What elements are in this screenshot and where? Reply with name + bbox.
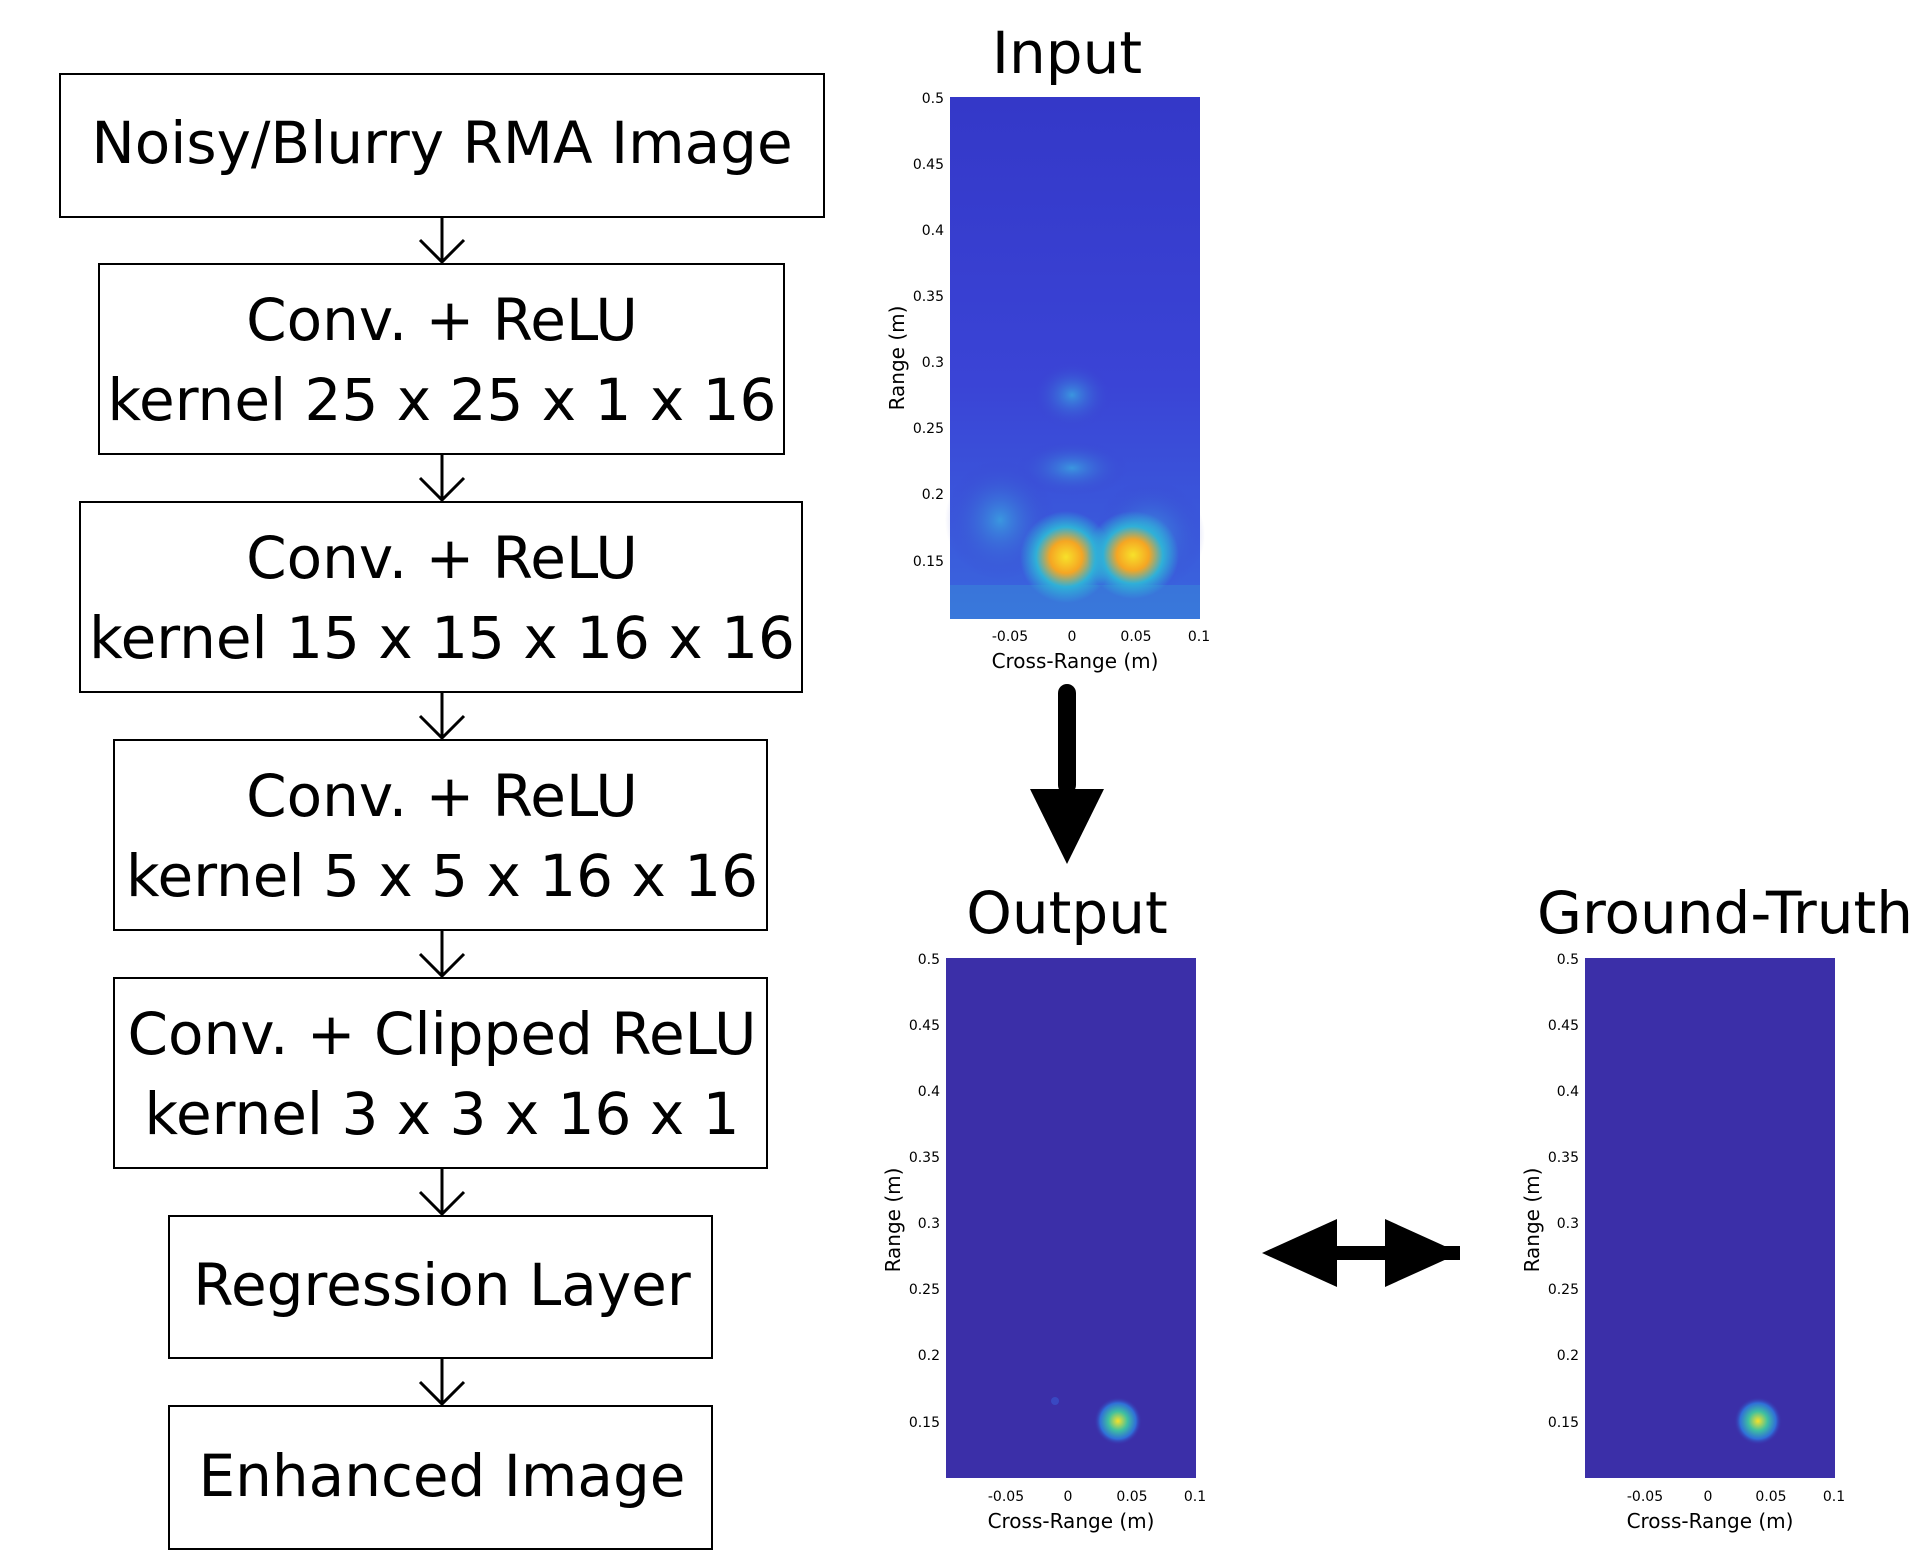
y-tick: 0.35 [913, 289, 944, 305]
plot-ground-truth: Ground-Truth 0.5 0.45 0.4 0.35 0.3 0.25 … [1520, 879, 1913, 1533]
heatmap-background [946, 958, 1196, 1478]
step-label: Enhanced Image [199, 1442, 686, 1510]
x-axis-label: Cross-Range (m) [988, 1509, 1155, 1533]
step-box-conv4: Conv. + Clipped ReLU kernel 3 x 3 x 16 x… [113, 977, 768, 1169]
y-tick: 0.2 [922, 487, 944, 503]
y-tick: 0.2 [1557, 1348, 1579, 1364]
y-tick: 0.5 [922, 91, 944, 107]
x-tick: 0.1 [1188, 629, 1210, 645]
y-tick: 0.15 [913, 554, 944, 570]
plot-title: Output [966, 879, 1167, 947]
arrow-down-icon [418, 1168, 466, 1217]
step-box-conv1: Conv. + ReLU kernel 25 x 25 x 1 x 16 [98, 263, 785, 455]
step-box-conv3: Conv. + ReLU kernel 5 x 5 x 16 x 16 [113, 739, 768, 931]
y-tick: 0.45 [1548, 1018, 1579, 1034]
y-tick: 0.3 [918, 1216, 940, 1232]
y-tick: 0.25 [909, 1282, 940, 1298]
y-tick: 0.45 [909, 1018, 940, 1034]
step-label: Conv. + ReLU [246, 524, 638, 592]
x-ticks: -0.05 0 0.05 0.1 [1627, 1489, 1845, 1505]
step-kernel: kernel 3 x 3 x 16 x 1 [144, 1080, 739, 1148]
x-tick: 0.05 [1755, 1489, 1786, 1505]
y-tick: 0.4 [922, 223, 944, 239]
y-axis-label: Range (m) [1520, 1168, 1544, 1273]
heatmap-speck [1051, 1397, 1059, 1405]
y-ticks: 0.5 0.45 0.4 0.35 0.3 0.25 0.2 0.15 [913, 91, 944, 570]
step-box-regression: Regression Layer [168, 1215, 713, 1359]
plot-hotspot [1087, 511, 1179, 599]
step-label: Conv. + ReLU [246, 286, 638, 354]
y-tick: 0.35 [1548, 1150, 1579, 1166]
step-kernel: kernel 25 x 25 x 1 x 16 [108, 366, 777, 434]
y-tick: 0.45 [913, 157, 944, 173]
x-axis-label: Cross-Range (m) [992, 649, 1159, 673]
y-tick: 0.35 [909, 1150, 940, 1166]
y-tick: 0.3 [922, 355, 944, 371]
heatmap-blob [1017, 440, 1127, 496]
y-tick: 0.3 [1557, 1216, 1579, 1232]
step-kernel: kernel 15 x 15 x 16 x 16 [89, 604, 795, 672]
plot-hotspot [1734, 1397, 1782, 1445]
x-tick: -0.05 [1627, 1489, 1663, 1505]
arrow-down-icon [1030, 684, 1104, 864]
x-axis-label: Cross-Range (m) [1627, 1509, 1794, 1533]
arrow-down-icon [418, 930, 466, 979]
arrow-down-icon [418, 1358, 466, 1407]
x-tick: 0 [1704, 1489, 1713, 1505]
plot-hotspot [1094, 1397, 1142, 1445]
x-tick: -0.05 [988, 1489, 1024, 1505]
y-tick: 0.15 [1548, 1415, 1579, 1431]
x-tick: 0.1 [1823, 1489, 1845, 1505]
step-label: Regression Layer [193, 1251, 691, 1319]
step-box-conv2: Conv. + ReLU kernel 15 x 15 x 16 x 16 [79, 501, 803, 693]
y-tick: 0.2 [918, 1348, 940, 1364]
heatmap-blob [1032, 361, 1112, 429]
arrow-down-icon [418, 454, 466, 503]
plot-title: Input [992, 19, 1142, 87]
x-ticks: -0.05 0 0.05 0.1 [988, 1489, 1206, 1505]
x-tick: 0 [1064, 1489, 1073, 1505]
plot-output: Output 0.5 0.45 0.4 0.35 0.3 0.25 0.2 0.… [881, 879, 1206, 1533]
y-tick: 0.4 [918, 1084, 940, 1100]
y-tick: 0.15 [909, 1415, 940, 1431]
x-ticks: -0.05 0 0.05 0.1 [992, 629, 1210, 645]
arrow-down-icon [418, 692, 466, 741]
arrow-down-icon [418, 217, 466, 265]
plot-input: Input 0.5 0.45 0.4 0.35 0.3 0.25 0.2 0.1… [885, 19, 1210, 673]
y-ticks: 0.5 0.45 0.4 0.35 0.3 0.25 0.2 0.15 [909, 952, 940, 1431]
x-tick: 0.05 [1120, 629, 1151, 645]
y-tick: 0.25 [1548, 1282, 1579, 1298]
step-label: Conv. + ReLU [246, 762, 638, 830]
step-box-output: Enhanced Image [168, 1405, 713, 1550]
y-tick: 0.5 [1557, 952, 1579, 968]
double-arrow-icon [1262, 1219, 1460, 1287]
step-kernel: kernel 5 x 5 x 16 x 16 [126, 842, 758, 910]
y-ticks: 0.5 0.45 0.4 0.35 0.3 0.25 0.2 0.15 [1548, 952, 1579, 1431]
y-tick: 0.25 [913, 421, 944, 437]
y-axis-label: Range (m) [881, 1168, 905, 1273]
step-label: Conv. + Clipped ReLU [127, 1000, 756, 1068]
y-tick: 0.4 [1557, 1084, 1579, 1100]
step-box-input: Noisy/Blurry RMA Image [59, 73, 825, 218]
step-label: Noisy/Blurry RMA Image [91, 109, 792, 177]
plot-hotspot [1020, 511, 1112, 603]
heatmap-background [1585, 958, 1835, 1478]
x-tick: -0.05 [992, 629, 1028, 645]
x-tick: 0 [1068, 629, 1077, 645]
y-tick: 0.5 [918, 952, 940, 968]
pipeline: Noisy/Blurry RMA Image Conv. + ReLU kern… [59, 73, 825, 1550]
y-axis-label: Range (m) [885, 306, 909, 411]
plot-title: Ground-Truth [1537, 879, 1913, 947]
x-tick: 0.05 [1116, 1489, 1147, 1505]
x-tick: 0.1 [1184, 1489, 1206, 1505]
